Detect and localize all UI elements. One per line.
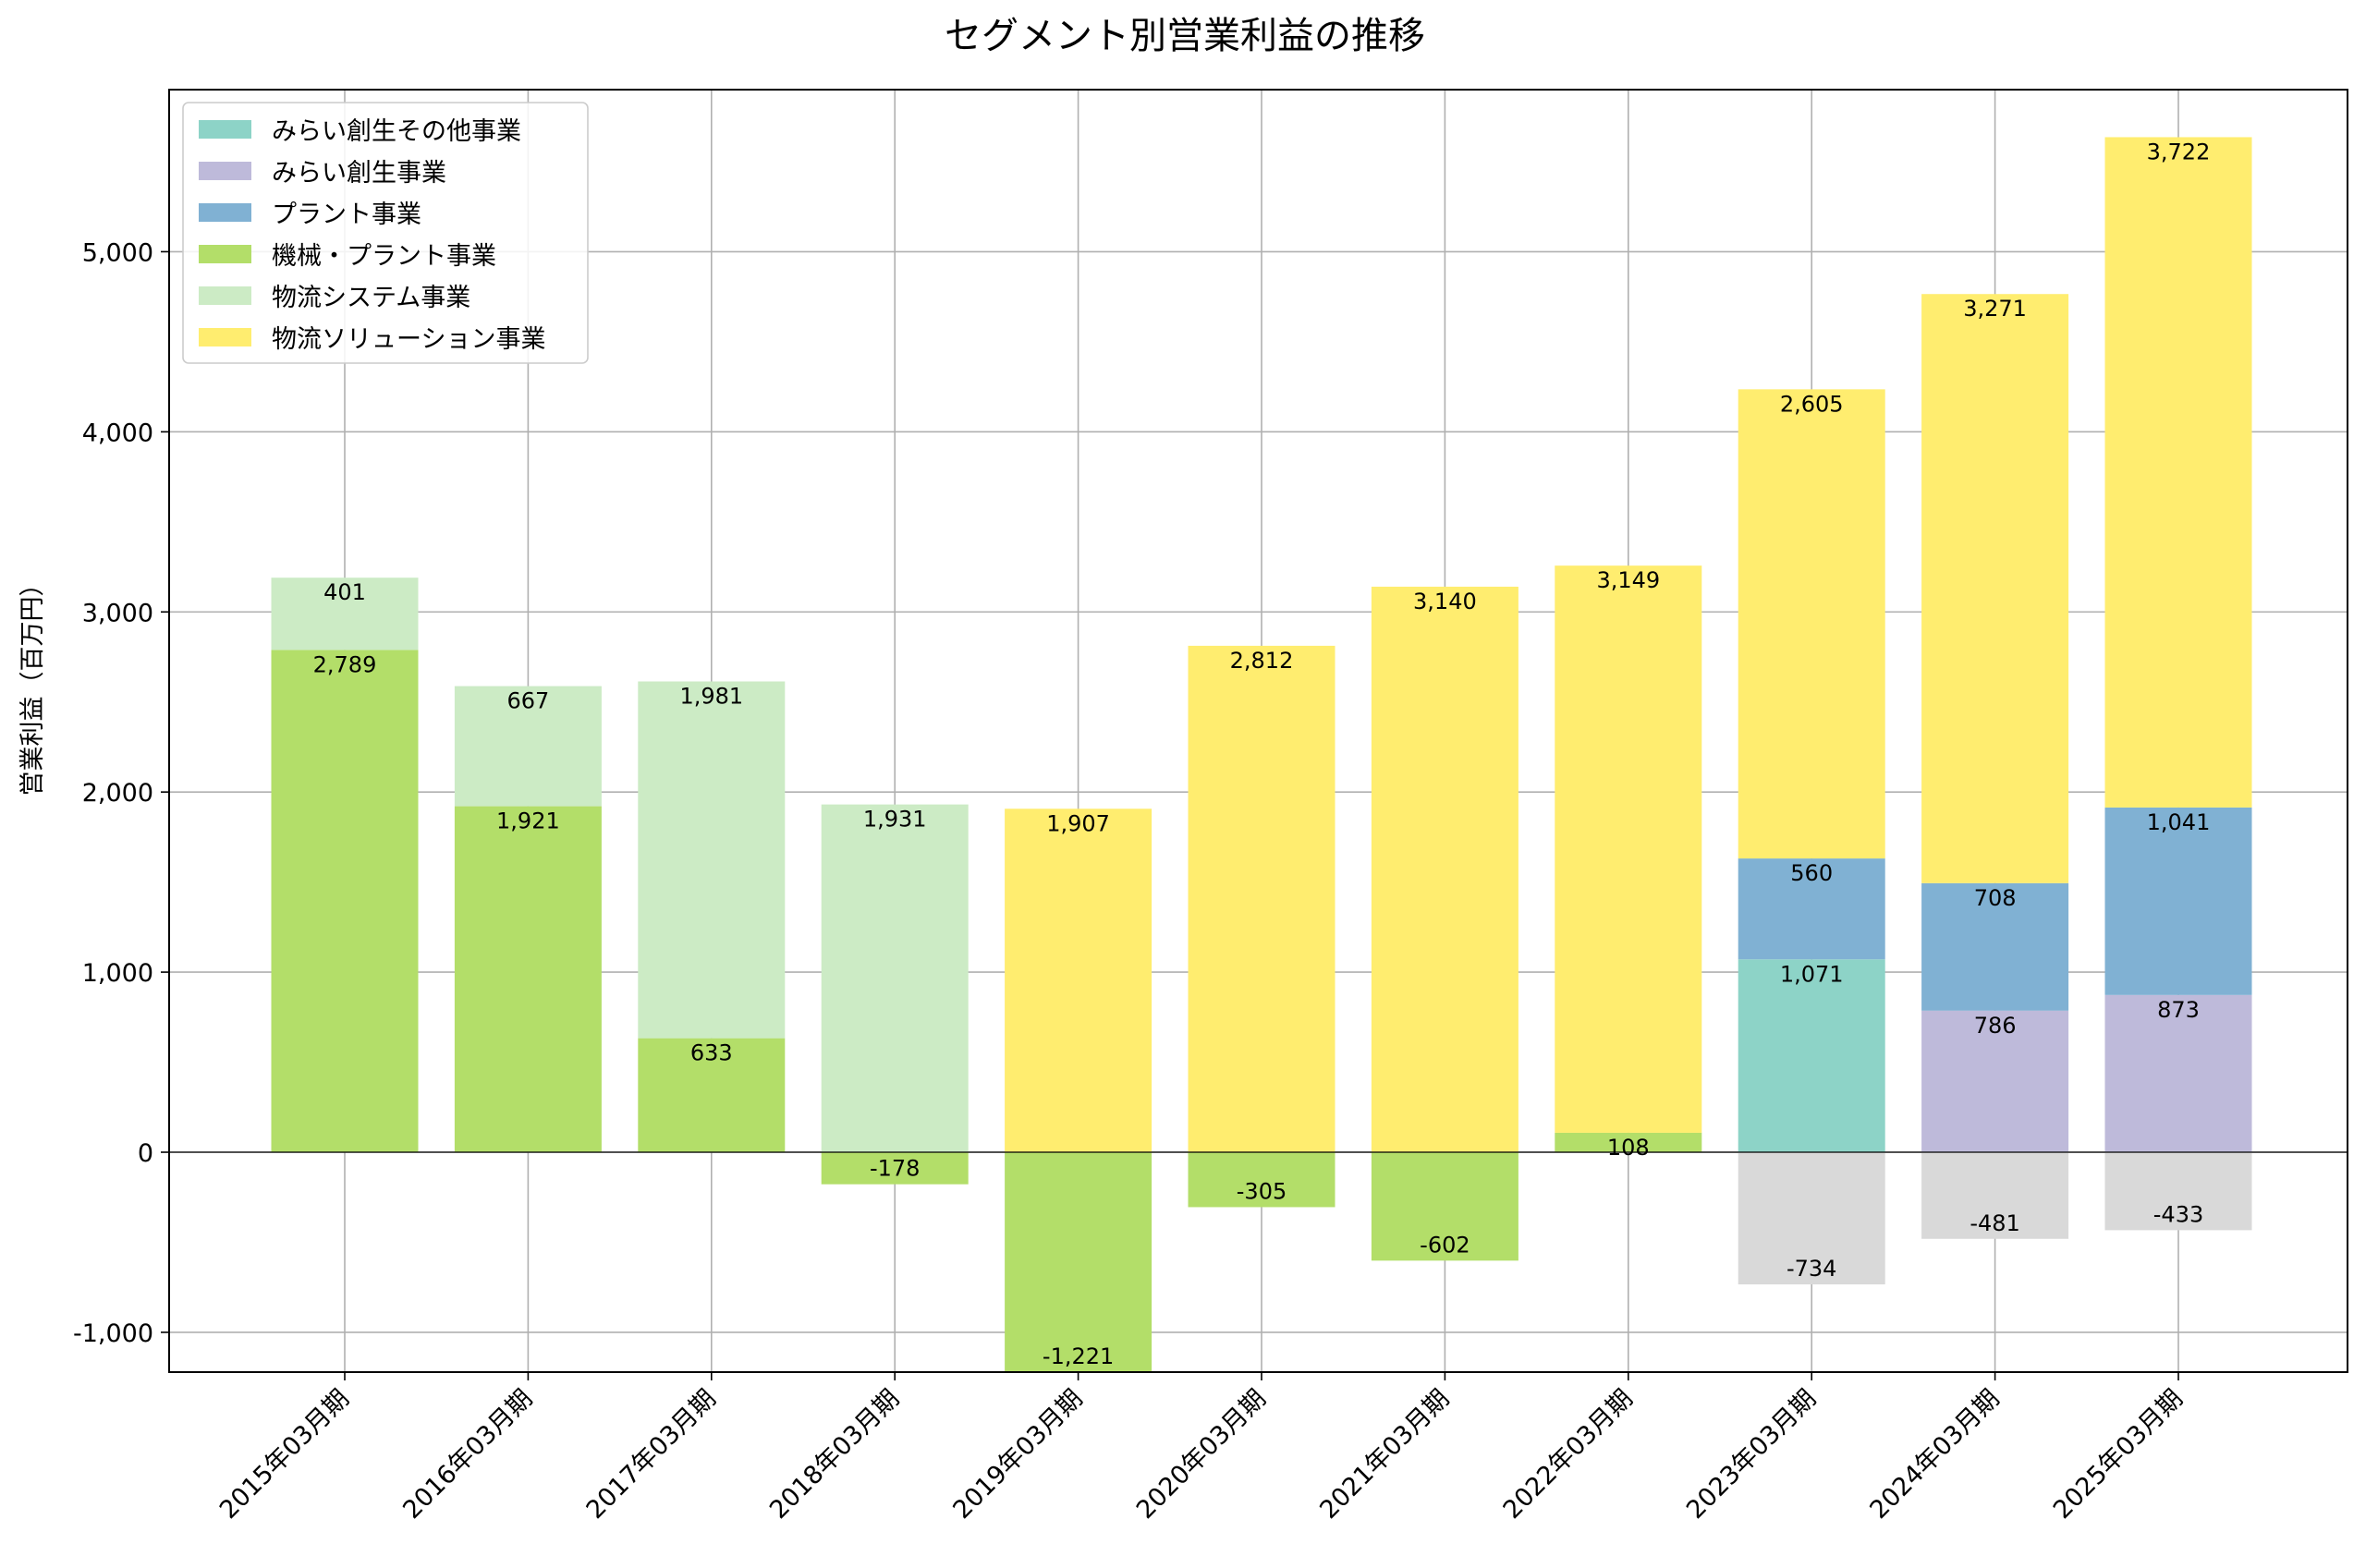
bar-segment [821,804,969,1153]
bar-value-label: -1,221 [1043,1343,1114,1369]
bar-segment [454,806,602,1153]
x-tick-label: 2016年03月期 [397,1384,538,1525]
y-tick-label: 3,000 [82,599,153,627]
bars [271,137,2252,1372]
bar-value-label: 1,931 [863,807,927,833]
legend-label: みらい創生その他事業 [272,117,521,146]
bar-value-label: -481 [1970,1210,2019,1236]
bar-value-label: -433 [2153,1201,2203,1227]
bar-segment [2104,994,2252,1153]
bar-value-label: 1,921 [496,808,560,834]
x-tick-label: 2018年03月期 [764,1384,905,1525]
bar-segment [271,577,419,650]
bar-value-label: 3,722 [2147,139,2211,164]
bar-segment [1005,808,1153,1153]
y-tick-label: 2,000 [82,779,153,808]
bar-segment [1921,294,2069,883]
x-tick-label: 2024年03月期 [1864,1384,2005,1525]
legend-label: 物流システム事業 [272,284,470,312]
bar-segment [1738,858,1885,960]
bar-segment [1555,1132,1702,1153]
legend-swatch [199,162,251,180]
bar-segment [638,681,786,1039]
bar-segment [454,686,602,807]
bar-value-label: 667 [506,688,549,714]
bar-segment [1921,882,2069,1011]
bar-value-label: 1,071 [1780,961,1844,987]
bar-value-label: 3,149 [1596,567,1660,593]
bar-segment [1921,1010,2069,1153]
bar-value-label: -305 [1237,1178,1287,1204]
bar-value-label: 1,041 [2147,809,2211,835]
x-tick-label: 2025年03月期 [2048,1384,2189,1525]
x-tick-label: 2015年03月期 [214,1384,355,1525]
bar-segment [1921,1152,2069,1239]
legend-swatch [199,120,251,139]
y-axis-label: 営業利益（百万円） [18,572,47,796]
bar-value-label: 560 [1790,860,1833,886]
legend-swatch [199,203,251,222]
bar-segment [271,650,419,1153]
bar-value-label: 2,812 [1230,648,1294,674]
plot-frame [168,89,2348,1373]
x-tick-label: 2023年03月期 [1681,1384,1822,1525]
bar-value-label: 873 [2157,997,2200,1023]
y-tick-label: 4,000 [82,419,153,447]
legend-swatch [199,245,251,263]
legend-label: プラント事業 [272,201,421,229]
y-tick-label: 0 [138,1139,153,1168]
bar-segment [1188,645,1335,1153]
bar-value-label: -602 [1420,1232,1470,1258]
legend-label: みらい創生事業 [272,159,446,188]
bar-segment [638,1038,786,1153]
bar-segment [1738,959,1885,1153]
x-tick-label: 2020年03月期 [1131,1384,1272,1525]
bar-segment [1371,1152,1518,1261]
bar-segment [2104,807,2252,995]
legend-swatch [199,286,251,305]
bar-value-label: 3,271 [1963,296,2027,322]
legend: みらい創生その他事業みらい創生事業プラント事業機械・プラント事業物流システム事業… [182,102,589,364]
bar-segment [1188,1152,1335,1208]
legend-label: 物流ソリューション事業 [272,325,545,354]
bar-segment [2104,137,2252,808]
bar-segment [1005,1152,1153,1372]
legend-box [182,102,589,364]
bar-segment [2104,1152,2252,1231]
legend-label: 機械・プラント事業 [272,242,496,271]
x-tick-label: 2022年03月期 [1498,1384,1639,1525]
legend-swatch [199,328,251,346]
bar-value-label: 1,907 [1046,810,1110,836]
x-tick-label: 2017年03月期 [581,1384,722,1525]
bar-segment [1555,565,1702,1133]
bar-segment [1738,389,1885,859]
x-tick-label: 2021年03月期 [1314,1384,1455,1525]
bar-value-label: 2,605 [1780,391,1844,417]
bar-value-labels: 2,789 401 1,921 667 633 1,981 -178 1,931 -1,221 1… [313,139,2211,1369]
x-tick-label: 2019年03月期 [947,1384,1088,1525]
bar-value-label: 401 [323,579,366,605]
bar-value-label: 2,789 [313,651,377,677]
bar-value-label: -734 [1787,1256,1836,1282]
y-tick-label: 1,000 [82,959,153,988]
chart-title: セグメント別営業利益の推移 [945,15,1425,57]
bar-value-label: -178 [870,1156,920,1182]
y-tick-label: -1,000 [73,1319,153,1348]
bar-value-label: 786 [1974,1013,2017,1039]
bar-value-label: 633 [690,1040,733,1066]
bar-value-label: 708 [1974,885,2017,911]
bar-value-label: 1,981 [679,683,743,709]
bar-value-label: 108 [1607,1135,1650,1161]
bar-value-label: 3,140 [1413,589,1477,614]
y-tick-label: 5,000 [82,238,153,267]
bar-segment [1371,586,1518,1153]
bar-segment [1738,1152,1885,1285]
bar-segment [821,1152,969,1185]
